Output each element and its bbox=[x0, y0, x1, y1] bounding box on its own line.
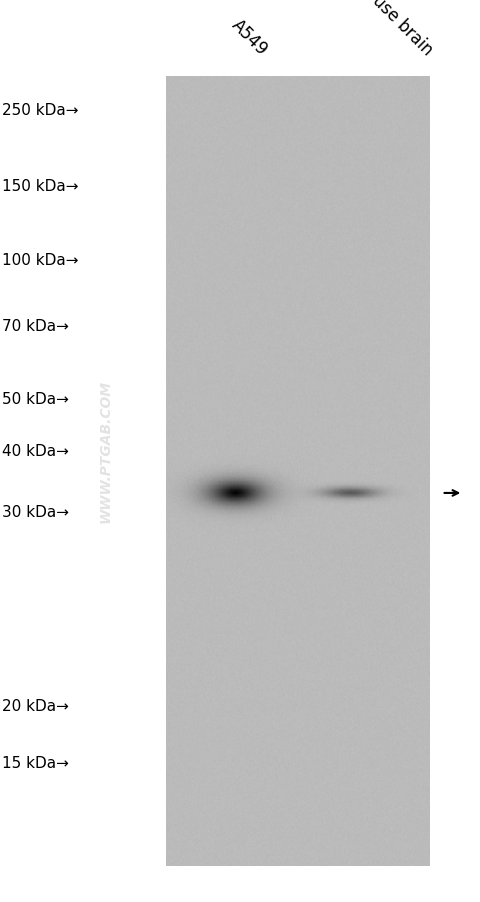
Text: 250 kDa→: 250 kDa→ bbox=[2, 103, 79, 117]
Text: WWW.PTGAB.COM: WWW.PTGAB.COM bbox=[98, 380, 113, 522]
Text: 50 kDa→: 50 kDa→ bbox=[2, 391, 69, 406]
Text: A549: A549 bbox=[228, 15, 271, 59]
Text: 40 kDa→: 40 kDa→ bbox=[2, 444, 69, 458]
Text: mouse brain: mouse brain bbox=[350, 0, 436, 59]
Text: 70 kDa→: 70 kDa→ bbox=[2, 319, 69, 334]
Text: 30 kDa→: 30 kDa→ bbox=[2, 505, 70, 520]
Text: 15 kDa→: 15 kDa→ bbox=[2, 755, 69, 769]
Text: 150 kDa→: 150 kDa→ bbox=[2, 179, 79, 194]
Text: 20 kDa→: 20 kDa→ bbox=[2, 698, 69, 713]
Text: 100 kDa→: 100 kDa→ bbox=[2, 253, 79, 267]
